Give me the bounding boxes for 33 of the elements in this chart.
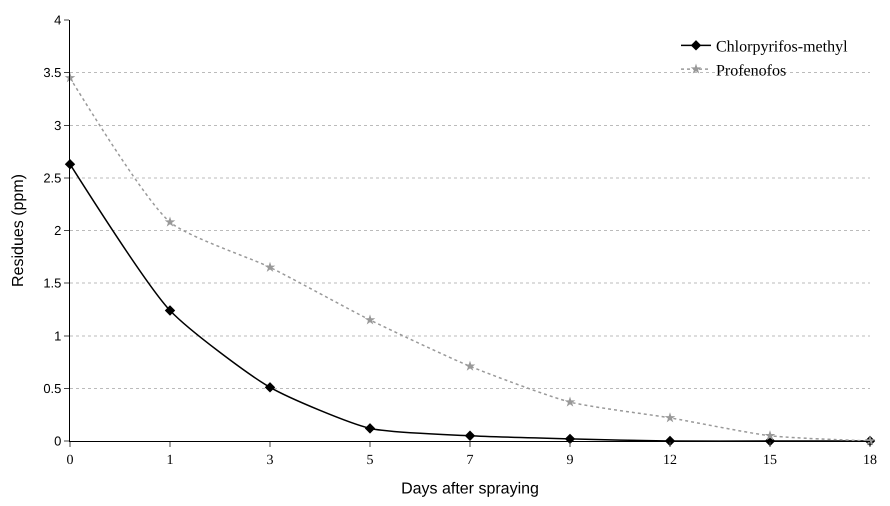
y-tick-label: 0.5	[43, 380, 62, 396]
point	[164, 216, 176, 227]
x-tick-label: 1	[166, 452, 174, 468]
x-axis-title: Days after spraying	[401, 480, 539, 498]
x-tick-label: 18	[863, 452, 877, 468]
x-tick-label: 12	[663, 452, 677, 468]
y-tick-label: 3.5	[43, 65, 62, 80]
y-tick-label: 2	[54, 223, 62, 238]
y-tick-label: 1.5	[43, 276, 62, 291]
point	[664, 412, 676, 422]
point	[264, 262, 276, 272]
legend-label: Chlorpyrifos-methyl	[716, 38, 848, 56]
x-tick-label: 15	[763, 452, 777, 468]
x-tick-label: 0	[66, 452, 74, 468]
point	[364, 314, 376, 324]
x-tick-label: 5	[366, 452, 374, 468]
y-tick-label: 3	[54, 118, 62, 133]
point	[764, 430, 776, 440]
y-tick-label: 2.5	[43, 170, 62, 186]
x-tick-label: 9	[566, 452, 574, 468]
point	[164, 305, 176, 316]
point	[464, 430, 476, 441]
y-axis-title: Residues (ppm)	[10, 174, 28, 287]
point	[264, 382, 276, 393]
y-tick-label: 1	[54, 328, 62, 344]
y-tick-label: 0	[54, 434, 62, 449]
point	[464, 360, 476, 371]
x-tick-label: 7	[466, 452, 474, 468]
legend-label: Profenofos	[716, 62, 786, 80]
x-tick-label: 3	[266, 452, 274, 468]
point	[364, 423, 376, 434]
y-tick-label: 4	[54, 12, 62, 28]
point	[564, 396, 576, 407]
